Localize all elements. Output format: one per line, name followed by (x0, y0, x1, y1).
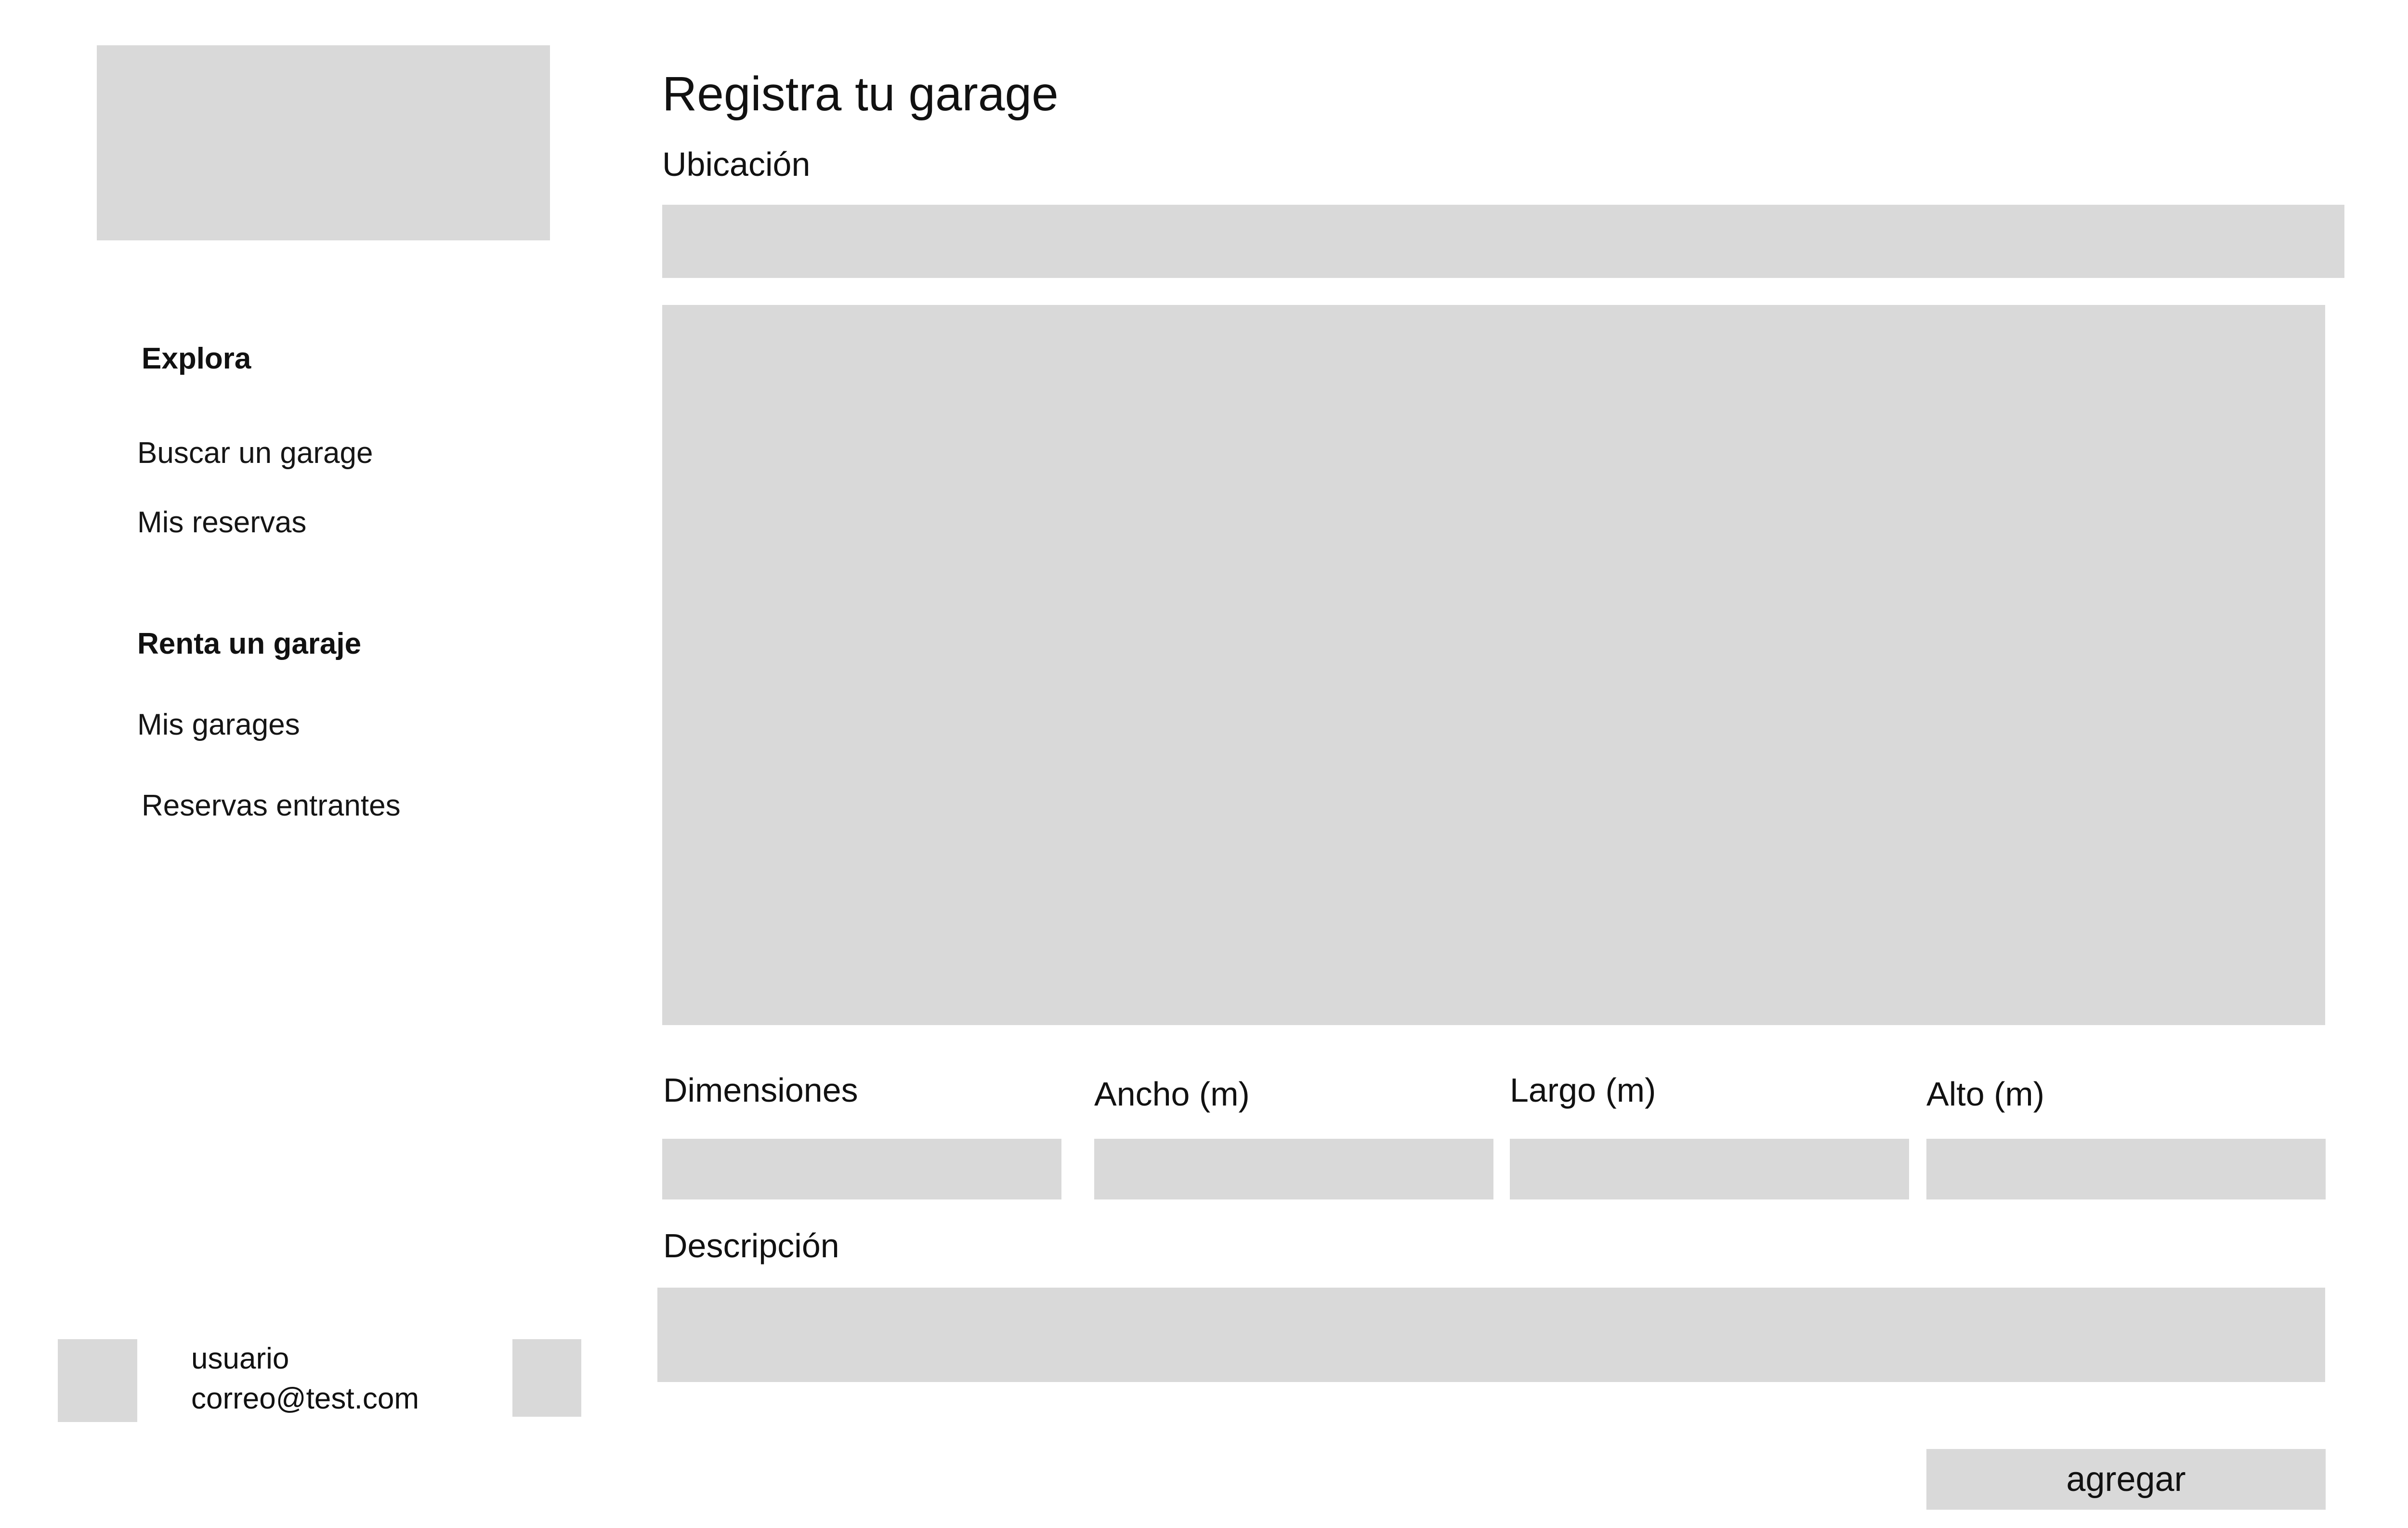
alto-label: Alto (m) (1926, 1075, 2044, 1113)
largo-input[interactable] (1510, 1139, 1909, 1199)
dimensiones-input[interactable] (662, 1139, 1061, 1199)
ubicacion-label: Ubicación (662, 145, 811, 183)
ancho-label: Ancho (m) (1094, 1075, 1250, 1113)
user-email: correo@test.com (191, 1382, 419, 1415)
user-name: usuario (191, 1342, 289, 1375)
nav-section-renta-heading: Renta un garaje (137, 627, 362, 660)
dimensiones-label: Dimensiones (663, 1071, 858, 1109)
descripcion-input[interactable] (657, 1288, 2325, 1382)
page-title: Registra tu garage (662, 67, 1059, 121)
agregar-button[interactable]: agregar (1926, 1449, 2326, 1510)
ancho-input[interactable] (1094, 1139, 1493, 1199)
user-menu-button[interactable] (512, 1339, 581, 1417)
logo-placeholder (97, 45, 550, 240)
nav-item-mis-garages[interactable]: Mis garages (137, 708, 300, 741)
descripcion-label: Descripción (663, 1227, 839, 1265)
nav-item-buscar-garage[interactable]: Buscar un garage (137, 436, 373, 470)
nav-item-reservas-entrantes[interactable]: Reservas entrantes (142, 789, 401, 822)
nav-item-mis-reservas[interactable]: Mis reservas (137, 506, 307, 539)
map-area[interactable] (662, 305, 2325, 1025)
alto-input[interactable] (1926, 1139, 2326, 1199)
ubicacion-input[interactable] (662, 205, 2344, 278)
nav-section-explora-heading: Explora (142, 342, 251, 375)
avatar[interactable] (58, 1339, 137, 1422)
largo-label: Largo (m) (1510, 1071, 1656, 1109)
